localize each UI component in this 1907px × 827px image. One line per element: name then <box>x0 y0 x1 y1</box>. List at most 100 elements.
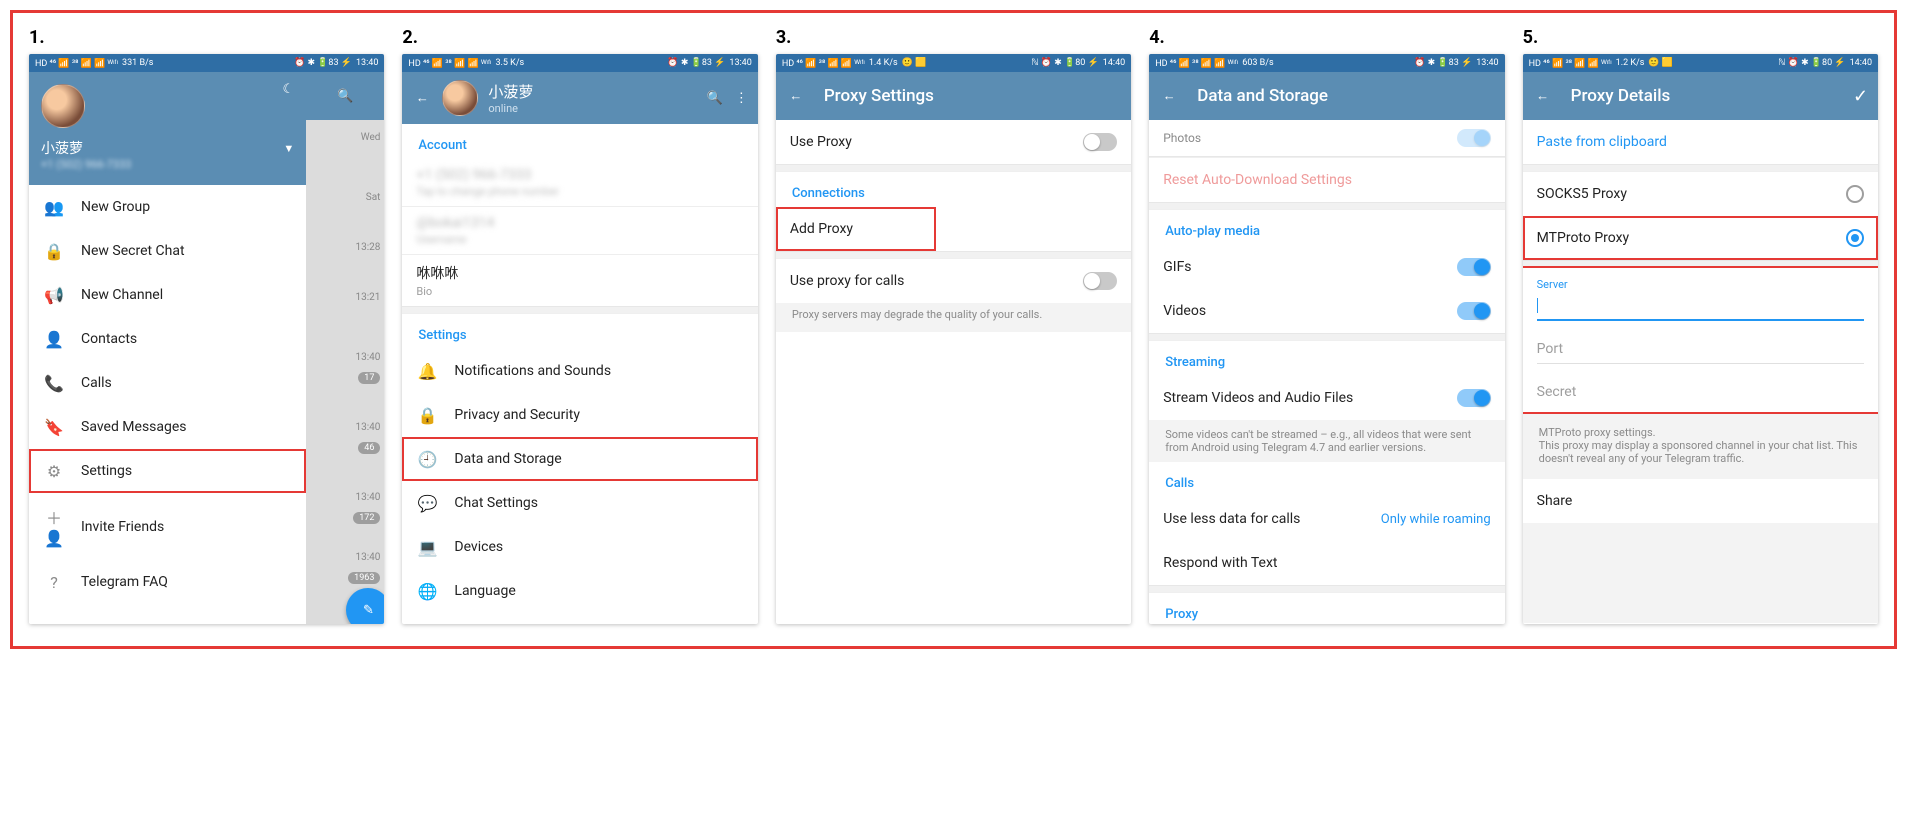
chat-time: 13:28 <box>356 242 381 253</box>
mtproto-row[interactable]: MTProto Proxy <box>1523 216 1878 260</box>
status-right-icons: ⏰ ✱ 🔋83 ⚡ <box>667 58 725 68</box>
row-label: Paste from clipboard <box>1537 134 1864 150</box>
menu-label: Saved Messages <box>81 419 292 435</box>
secret-field[interactable]: Secret <box>1523 370 1878 412</box>
row-label: Language <box>454 583 743 599</box>
search-icon[interactable]: 🔍 <box>306 72 384 120</box>
status-kbs: 3.5 K/s <box>495 58 524 68</box>
back-icon[interactable]: ← <box>412 90 432 106</box>
step-number: 2. <box>402 27 757 48</box>
row-label: GIFs <box>1163 259 1440 275</box>
phone-icon: 📞 <box>43 374 65 393</box>
menu-calls[interactable]: 📞 Calls <box>29 361 306 405</box>
info-body: This proxy may display a sponsored chann… <box>1539 439 1858 465</box>
menu-new-group[interactable]: 👥New Group <box>29 185 306 229</box>
use-proxy-row[interactable]: Use Proxy <box>776 120 1131 164</box>
stream-toggle[interactable] <box>1457 389 1491 407</box>
photos-row[interactable]: Photos <box>1149 120 1504 156</box>
socks5-radio[interactable] <box>1846 185 1864 203</box>
autoplay-header: Auto-play media <box>1149 210 1504 245</box>
proxy-details-appbar: ← Proxy Details ✓ <box>1523 72 1878 120</box>
status-signal-icon: HD ⁴⁶ 📶 ³⁸ 📶 📶 ᵂᶦᶠᶦ <box>782 58 865 69</box>
bio-row[interactable]: 咻咻咻Bio <box>402 255 757 306</box>
videos-row[interactable]: Videos <box>1149 289 1504 333</box>
server-field[interactable]: Server <box>1523 268 1878 327</box>
avatar[interactable] <box>442 80 478 116</box>
calls-header: Calls <box>1149 462 1504 497</box>
menu-label: Calls <box>81 375 292 391</box>
photos-toggle[interactable] <box>1457 129 1491 147</box>
menu-invite-friends[interactable]: ＋👤Invite Friends <box>29 493 306 560</box>
appbar-title: Data and Storage <box>1197 86 1494 106</box>
menu-label: New Secret Chat <box>81 243 292 259</box>
back-icon[interactable]: ← <box>1159 88 1179 104</box>
step-5: 5. HD ⁴⁶ 📶 ³⁸ 📶 📶 ᵂᶦᶠᶦ1.2 K/s🙂 🟨 ℕ ⏰ ✱ 🔋… <box>1523 27 1878 624</box>
reset-download-row[interactable]: Reset Auto-Download Settings <box>1149 158 1504 202</box>
paste-clipboard-row[interactable]: Paste from clipboard <box>1523 120 1878 164</box>
step-1: 1. HD ⁴⁶ 📶 ³⁸ 📶 📶 ᵂᶦᶠᶦ331 B/s ⏰ ✱ 🔋83 ⚡1… <box>29 27 384 624</box>
server-label: Server <box>1537 278 1864 291</box>
data-storage-appbar: ← Data and Storage <box>1149 72 1504 120</box>
row-label: Respond with Text <box>1163 555 1490 571</box>
port-field[interactable]: Port <box>1523 327 1878 370</box>
menu-new-secret-chat[interactable]: 🔒New Secret Chat <box>29 229 306 273</box>
gifs-toggle[interactable] <box>1457 258 1491 276</box>
step-4: 4. HD ⁴⁶ 📶 ³⁸ 📶 📶 ᵂᶦᶠᶦ603 B/s ⏰ ✱ 🔋83 ⚡1… <box>1149 27 1504 624</box>
stream-row[interactable]: Stream Videos and Audio Files <box>1149 376 1504 420</box>
menu-contacts[interactable]: 👤Contacts <box>29 317 306 361</box>
back-icon[interactable]: ← <box>1533 88 1553 104</box>
menu-saved-messages[interactable]: 🔖 Saved Messages <box>29 405 306 449</box>
step-number: 4. <box>1149 27 1504 48</box>
settings-language[interactable]: 🌐Language <box>402 569 757 613</box>
night-mode-icon[interactable]: ☾ <box>283 82 295 97</box>
settings-chat[interactable]: 💬Chat Settings <box>402 481 757 525</box>
account-chevron-icon[interactable]: ▼ <box>283 142 294 155</box>
menu-telegram-faq[interactable]: ?Telegram FAQ <box>29 560 306 604</box>
row-label: SOCKS5 Proxy <box>1537 186 1830 202</box>
search-icon[interactable]: 🔍 <box>707 91 723 106</box>
settings-data-storage[interactable]: 🕘Data and Storage <box>402 437 757 481</box>
settings-help[interactable]: ?Help <box>402 613 757 624</box>
menu-new-channel[interactable]: 📢New Channel <box>29 273 306 317</box>
phone-screen-4: HD ⁴⁶ 📶 ³⁸ 📶 📶 ᵂᶦᶠᶦ603 B/s ⏰ ✱ 🔋83 ⚡13:4… <box>1149 54 1504 624</box>
settings-notifications[interactable]: 🔔Notifications and Sounds <box>402 349 757 393</box>
socks5-row[interactable]: SOCKS5 Proxy <box>1523 172 1878 216</box>
phone-row[interactable]: +1 (502) 966-7333Tap to change phone num… <box>402 159 757 206</box>
add-proxy-row[interactable]: Add Proxy <box>776 207 936 251</box>
respond-text-row[interactable]: Respond with Text <box>1149 541 1504 585</box>
lock-icon: 🔒 <box>416 406 438 425</box>
confirm-icon[interactable]: ✓ <box>1853 86 1868 107</box>
proxy-fields-group: Server Port Secret <box>1523 268 1878 412</box>
status-time: 13:40 <box>356 58 378 68</box>
avatar[interactable] <box>41 84 85 128</box>
use-proxy-calls-row[interactable]: Use proxy for calls <box>776 259 1131 303</box>
videos-toggle[interactable] <box>1457 302 1491 320</box>
less-data-row[interactable]: Use less data for callsOnly while roamin… <box>1149 497 1504 541</box>
menu-settings[interactable]: ⚙Settings <box>29 449 306 493</box>
status-right-icons: ℕ ⏰ ✱ 🔋80 ⚡ <box>1778 58 1845 68</box>
mtproto-radio[interactable] <box>1846 229 1864 247</box>
phone-screen-2: HD ⁴⁶ 📶 ³⁸ 📶 📶 ᵂᶦᶠᶦ3.5 K/s ⏰ ✱ 🔋83 ⚡13:4… <box>402 54 757 624</box>
status-extra-icons: 🙂 🟨 <box>1648 58 1673 68</box>
chat-time: 13:40 <box>356 552 381 563</box>
settings-devices[interactable]: 💻Devices <box>402 525 757 569</box>
gifs-row[interactable]: GIFs <box>1149 245 1504 289</box>
username-row[interactable]: @bokai1314Username <box>402 207 757 254</box>
status-time: 14:40 <box>1850 58 1872 68</box>
bookmark-icon: 🔖 <box>43 418 65 437</box>
back-icon[interactable]: ← <box>786 88 806 104</box>
more-icon[interactable]: ⋮ <box>735 91 748 106</box>
settings-privacy[interactable]: 🔒 Privacy and Security <box>402 393 757 437</box>
gear-icon: ⚙ <box>43 462 65 481</box>
compose-fab[interactable]: ✎ <box>346 588 384 624</box>
username-sub: Username <box>416 233 494 246</box>
status-right-icons: ⏰ ✱ 🔋83 ⚡ <box>294 58 352 68</box>
use-proxy-toggle[interactable] <box>1083 133 1117 151</box>
row-label: Privacy and Security <box>454 407 743 423</box>
row-label: Use Proxy <box>790 134 1067 150</box>
status-kbs: 603 B/s <box>1242 58 1273 68</box>
use-proxy-calls-toggle[interactable] <box>1083 272 1117 290</box>
status-right-icons: ⏰ ✱ 🔋83 ⚡ <box>1414 58 1472 68</box>
step-number: 3. <box>776 27 1131 48</box>
share-row[interactable]: Share <box>1523 479 1878 523</box>
